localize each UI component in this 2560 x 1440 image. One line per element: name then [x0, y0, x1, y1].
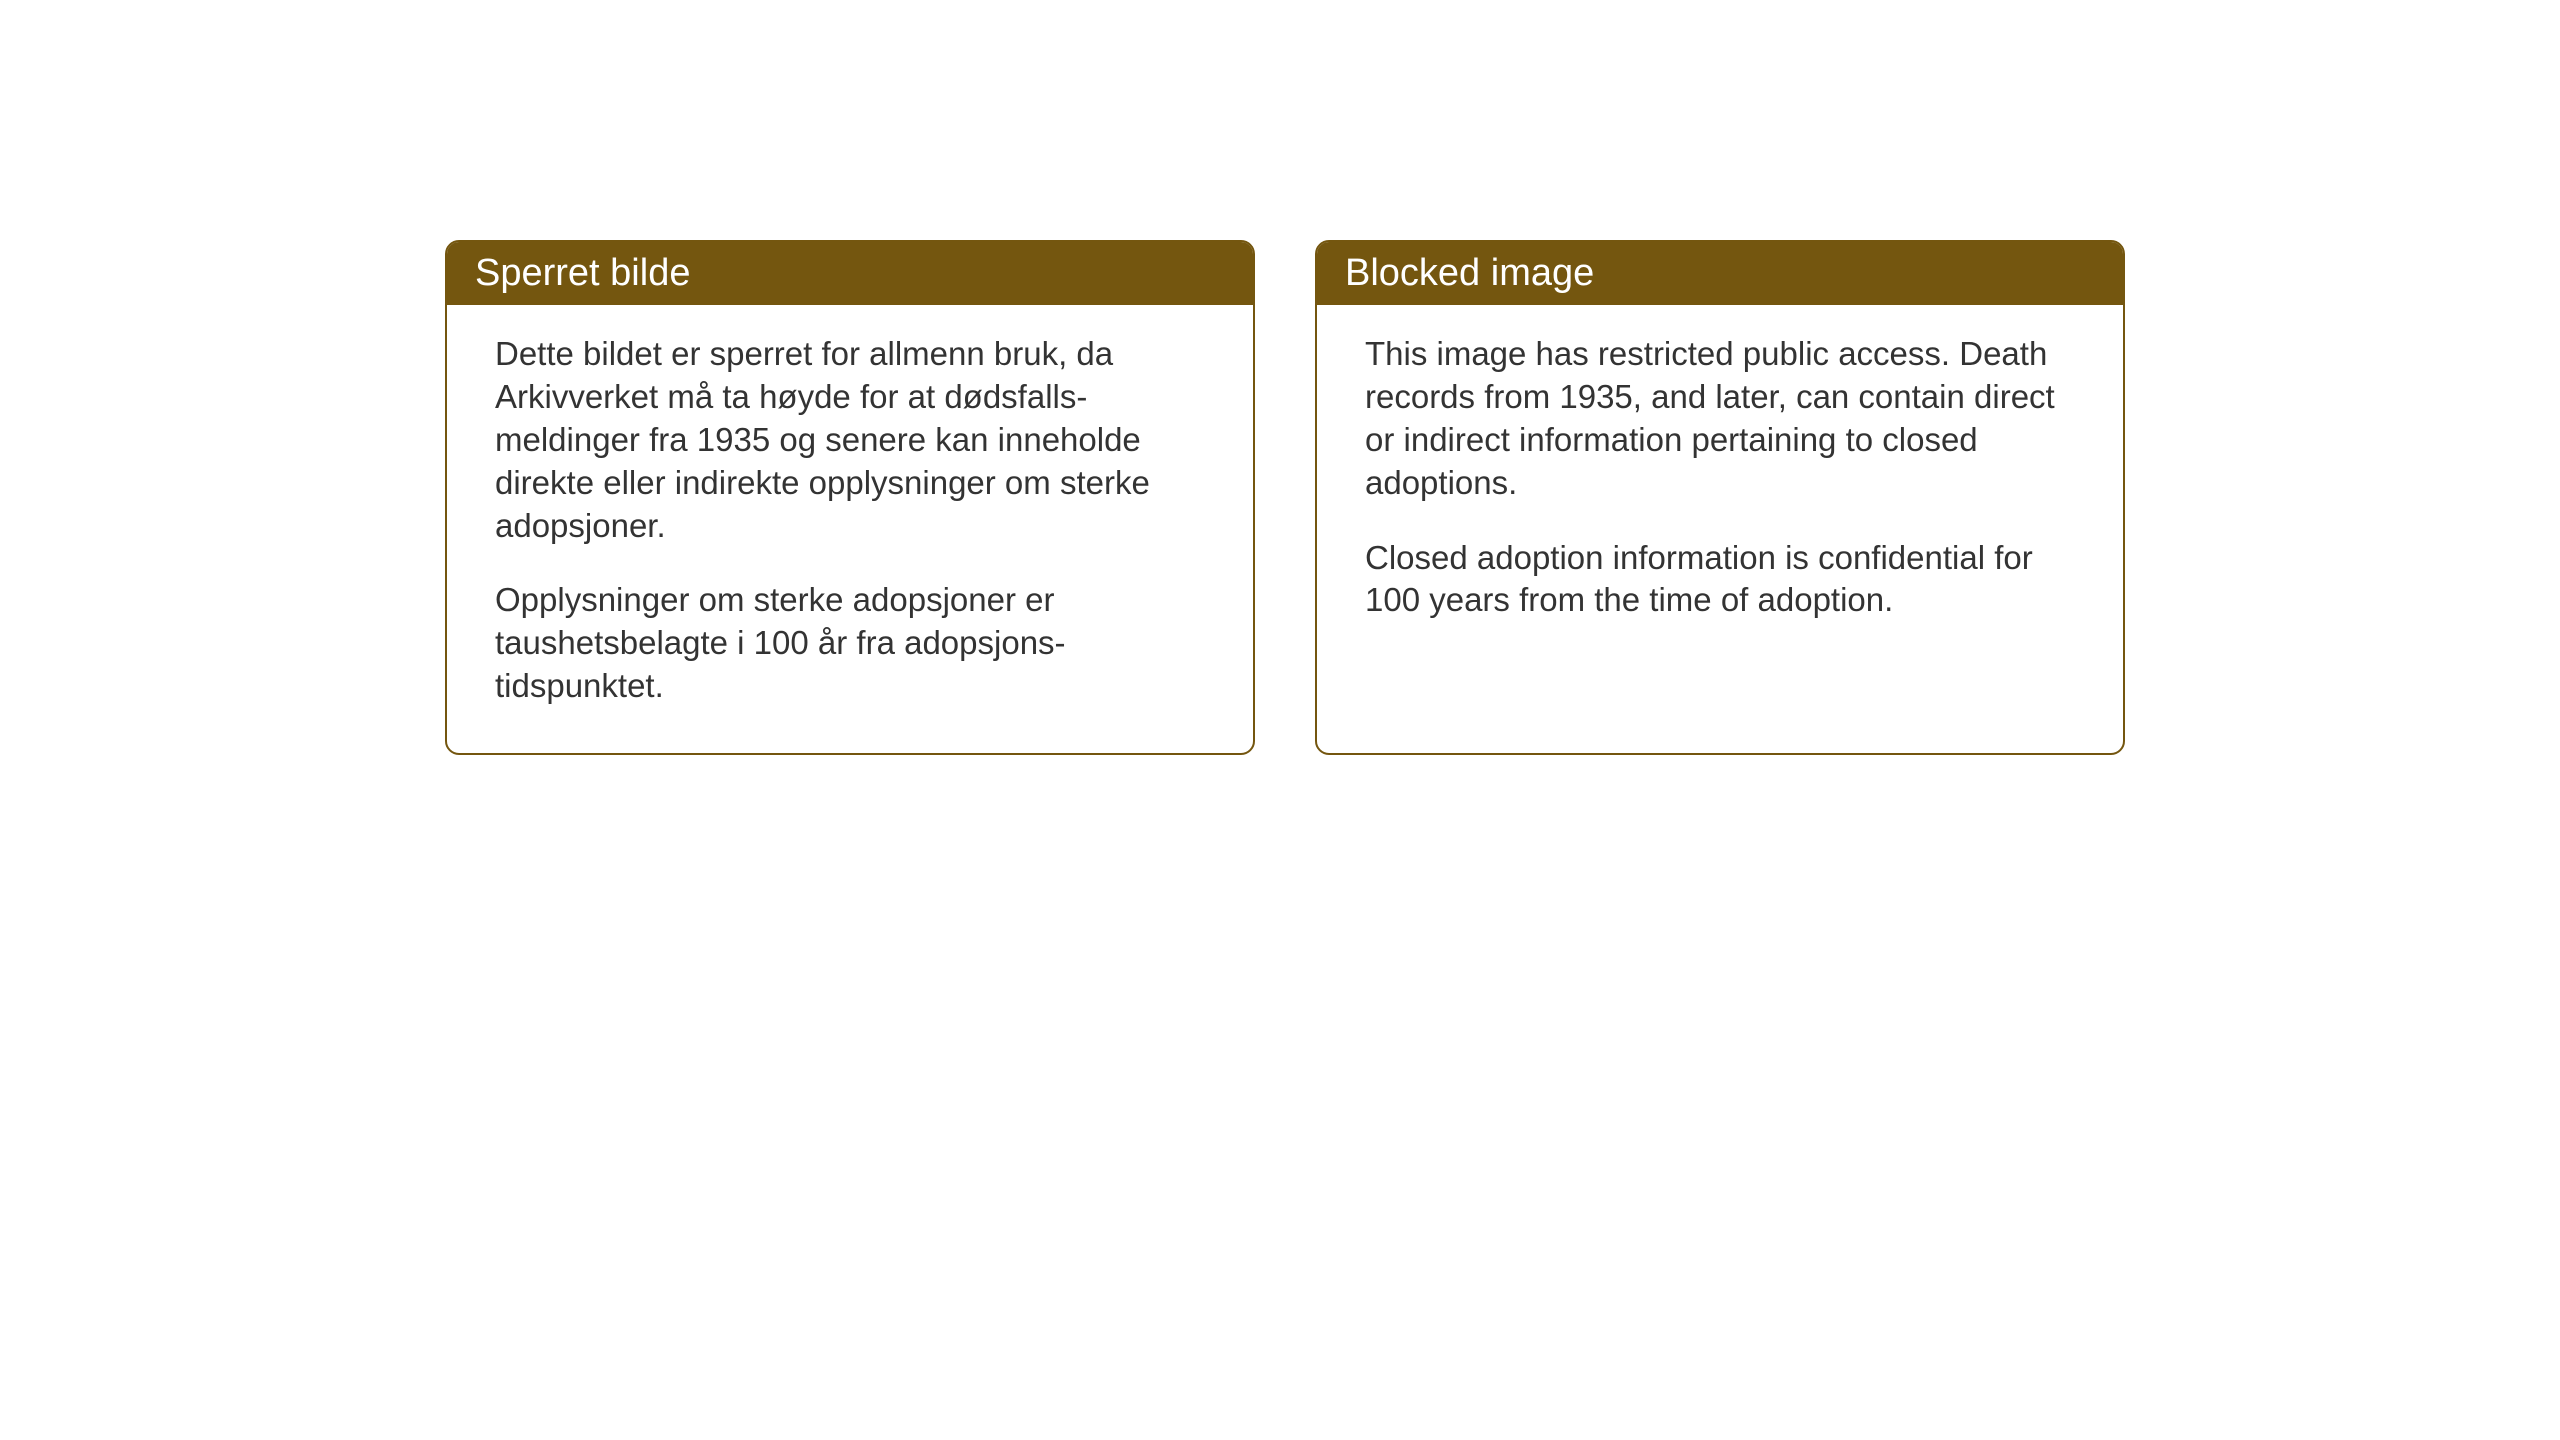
notice-title-english: Blocked image	[1345, 252, 1594, 294]
notice-paragraph-2-norwegian: Opplysninger om sterke adopsjoner er tau…	[495, 579, 1205, 708]
notice-paragraph-2-english: Closed adoption information is confident…	[1365, 537, 2075, 623]
notice-body-english: This image has restricted public access.…	[1317, 305, 2123, 753]
notice-paragraph-1-english: This image has restricted public access.…	[1365, 333, 2075, 505]
notice-body-norwegian: Dette bildet er sperret for allmenn bruk…	[447, 305, 1253, 753]
notice-header-english: Blocked image	[1317, 242, 2123, 305]
notice-box-norwegian: Sperret bilde Dette bildet er sperret fo…	[445, 240, 1255, 755]
notice-header-norwegian: Sperret bilde	[447, 242, 1253, 305]
notice-paragraph-1-norwegian: Dette bildet er sperret for allmenn bruk…	[495, 333, 1205, 547]
notice-title-norwegian: Sperret bilde	[475, 252, 690, 294]
notice-container: Sperret bilde Dette bildet er sperret fo…	[445, 240, 2125, 755]
notice-box-english: Blocked image This image has restricted …	[1315, 240, 2125, 755]
